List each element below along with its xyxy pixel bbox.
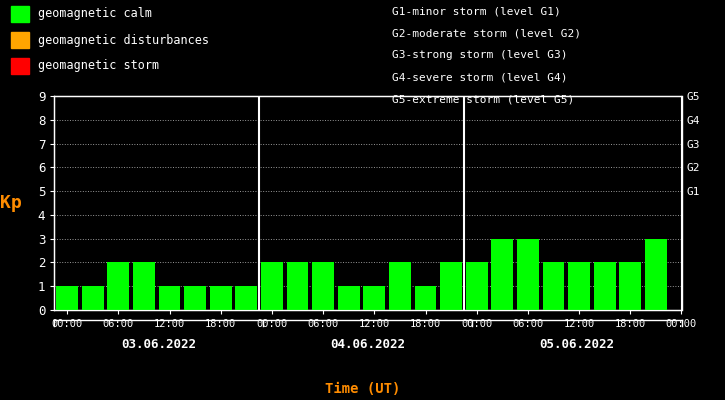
Text: geomagnetic storm: geomagnetic storm [38,60,159,72]
Bar [338,286,360,310]
Text: G4-severe storm (level G4): G4-severe storm (level G4) [392,72,567,82]
Text: Time (UT): Time (UT) [325,382,400,396]
Bar [312,262,334,310]
Text: G3-strong storm (level G3): G3-strong storm (level G3) [392,50,567,60]
Bar [594,262,616,310]
Bar [236,286,257,310]
Text: geomagnetic disturbances: geomagnetic disturbances [38,34,209,46]
Bar [466,262,488,310]
Text: geomagnetic calm: geomagnetic calm [38,8,152,20]
Bar [133,262,155,310]
Bar [57,286,78,310]
Bar [415,286,436,310]
Bar [619,262,641,310]
Text: G1-minor storm (level G1): G1-minor storm (level G1) [392,6,560,16]
Bar [517,239,539,310]
Text: 04.06.2022: 04.06.2022 [331,338,405,351]
Bar [82,286,104,310]
Bar [286,262,308,310]
Bar [261,262,283,310]
Bar [107,262,129,310]
Bar [492,239,513,310]
Text: 03.06.2022: 03.06.2022 [121,338,196,351]
Bar [440,262,462,310]
Bar [159,286,181,310]
Bar [645,239,667,310]
Text: G2-moderate storm (level G2): G2-moderate storm (level G2) [392,28,581,38]
Text: Kp: Kp [0,194,21,212]
Bar [184,286,206,310]
Bar [389,262,411,310]
Bar [568,262,590,310]
Text: G5-extreme storm (level G5): G5-extreme storm (level G5) [392,94,573,104]
Text: 05.06.2022: 05.06.2022 [539,338,615,351]
Bar [210,286,231,310]
Bar [363,286,385,310]
Bar [542,262,564,310]
